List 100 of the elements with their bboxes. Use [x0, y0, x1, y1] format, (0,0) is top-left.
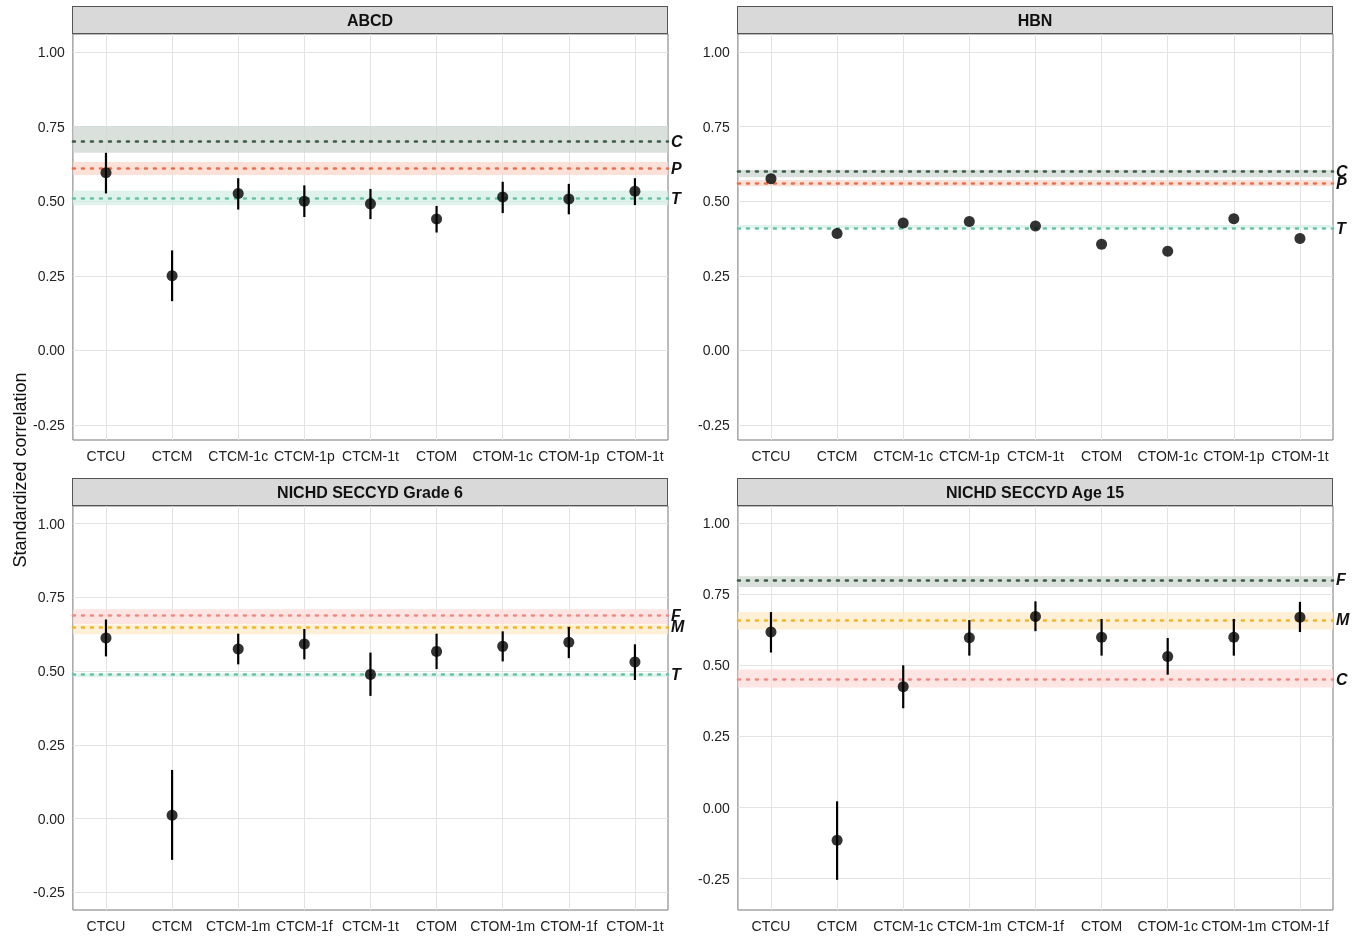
- y-tick-label: 0.25: [702, 728, 731, 745]
- x-tick-label: CTCM: [816, 918, 858, 934]
- point: [897, 681, 909, 693]
- y-tick-label: -0.25: [32, 884, 66, 901]
- x-tick-label: CTCM: [151, 448, 193, 464]
- y-tick-label: 0.00: [702, 342, 731, 359]
- point: [364, 198, 376, 210]
- x-tick-label: CTOM-1p: [1203, 448, 1265, 464]
- y-tick-label: 0.75: [37, 589, 66, 606]
- ref-line-label: M: [1336, 611, 1350, 629]
- point: [1096, 631, 1108, 643]
- x-tick-label: CTOM: [1081, 448, 1123, 464]
- point: [166, 270, 178, 282]
- x-tick-label: CTOM-1p: [538, 448, 600, 464]
- point: [1294, 611, 1306, 623]
- y-tick-label: 0.75: [702, 118, 731, 135]
- y-tick-label: 1.00: [702, 515, 731, 532]
- point: [1029, 220, 1041, 232]
- x-tick-label: CTOM: [416, 918, 458, 934]
- point: [298, 638, 310, 650]
- y-tick-label: 0.75: [702, 586, 731, 603]
- y-tick-label: -0.25: [697, 417, 731, 434]
- point: [364, 668, 376, 680]
- x-tick-label: CTCM-1f: [275, 918, 333, 934]
- y-tick-label: 0.25: [37, 267, 66, 284]
- point: [1096, 238, 1108, 250]
- chart-title: NICHD SECCYD Age 15: [737, 478, 1333, 506]
- point: [897, 217, 909, 229]
- x-tick-label: CTCM-1m: [937, 918, 1002, 934]
- chart-title: ABCD: [72, 6, 668, 34]
- y-tick-label: 1.00: [37, 43, 66, 60]
- y-tick-label: 0.50: [37, 663, 66, 680]
- x-tick-label: CTCM-1f: [1007, 918, 1064, 934]
- x-tick-label: CTOM-1c: [1137, 918, 1198, 934]
- point: [1228, 631, 1240, 643]
- x-tick-label: CTCM-1t: [342, 448, 399, 464]
- y-tick-label: -0.25: [32, 417, 66, 434]
- y-tick-label: 1.00: [37, 515, 66, 532]
- x-tick-label: CTCM-1p: [274, 448, 335, 464]
- x-tick-label: CTCM-1p: [939, 448, 1000, 464]
- point: [232, 643, 244, 655]
- point: [1162, 245, 1174, 257]
- point: [166, 809, 178, 821]
- point: [563, 193, 575, 205]
- point: [831, 834, 843, 846]
- ref-line-label: T: [1336, 219, 1347, 237]
- x-tick-label: CTOM-1m: [1201, 918, 1267, 934]
- point: [298, 195, 310, 207]
- y-tick-label: 0.00: [37, 342, 66, 359]
- x-tick-label: CTOM-1c: [472, 448, 533, 464]
- point: [765, 173, 777, 185]
- y-tick-label: 0.50: [37, 193, 66, 210]
- y-tick-label: 0.75: [37, 118, 66, 135]
- ref-line-label: P: [671, 159, 682, 177]
- y-tick-label: 0.50: [702, 657, 731, 674]
- point: [563, 636, 575, 648]
- x-tick-label: CTOM-1t: [606, 448, 664, 464]
- x-tick-label: CTCU: [86, 918, 126, 934]
- x-tick-label: CTOM-1f: [1271, 918, 1329, 934]
- y-tick-label: 0.00: [702, 799, 731, 816]
- point: [1162, 651, 1174, 662]
- x-tick-label: CTOM: [1081, 918, 1123, 934]
- point: [100, 632, 112, 644]
- point: [431, 645, 443, 657]
- x-tick-label: CTOM-1t: [606, 918, 664, 934]
- ref-line-label: C: [1336, 671, 1348, 689]
- chart-title: HBN: [737, 6, 1333, 34]
- point: [629, 185, 641, 197]
- point: [963, 215, 975, 227]
- x-tick-label: CTCM-1c: [873, 448, 934, 464]
- ref-line-label: F: [1336, 571, 1347, 589]
- point: [431, 213, 443, 225]
- x-tick-label: CTCM: [151, 918, 193, 934]
- point: [1294, 233, 1306, 244]
- point: [1228, 213, 1240, 225]
- point: [497, 191, 509, 203]
- ref-line-label: T: [671, 665, 682, 683]
- x-tick-label: CTCU: [751, 448, 791, 464]
- y-tick-label: -0.25: [697, 870, 731, 887]
- y-axis-title: Standardized correlation: [9, 372, 31, 568]
- x-tick-label: CTCM-1c: [873, 918, 934, 934]
- point: [963, 632, 975, 644]
- ref-line-label: T: [671, 189, 682, 207]
- point: [831, 227, 843, 239]
- point: [765, 626, 777, 638]
- x-tick-label: CTCM-1c: [208, 448, 269, 464]
- x-tick-label: CTCM-1t: [1007, 448, 1064, 464]
- x-tick-label: CTCM-1m: [205, 918, 271, 934]
- x-tick-label: CTCU: [751, 918, 791, 934]
- point: [1029, 610, 1041, 622]
- y-tick-label: 0.50: [702, 193, 731, 210]
- x-tick-label: CTOM-1t: [1271, 448, 1329, 464]
- x-tick-label: CTOM-1c: [1137, 448, 1198, 464]
- x-tick-label: CTOM: [416, 448, 458, 464]
- ref-line-label: C: [671, 132, 683, 150]
- x-tick-label: CTCM-1t: [342, 918, 399, 934]
- x-tick-label: CTCU: [86, 448, 126, 464]
- x-tick-label: CTCM: [816, 448, 858, 464]
- y-tick-label: 1.00: [702, 43, 731, 60]
- x-tick-label: CTOM-1m: [470, 918, 536, 934]
